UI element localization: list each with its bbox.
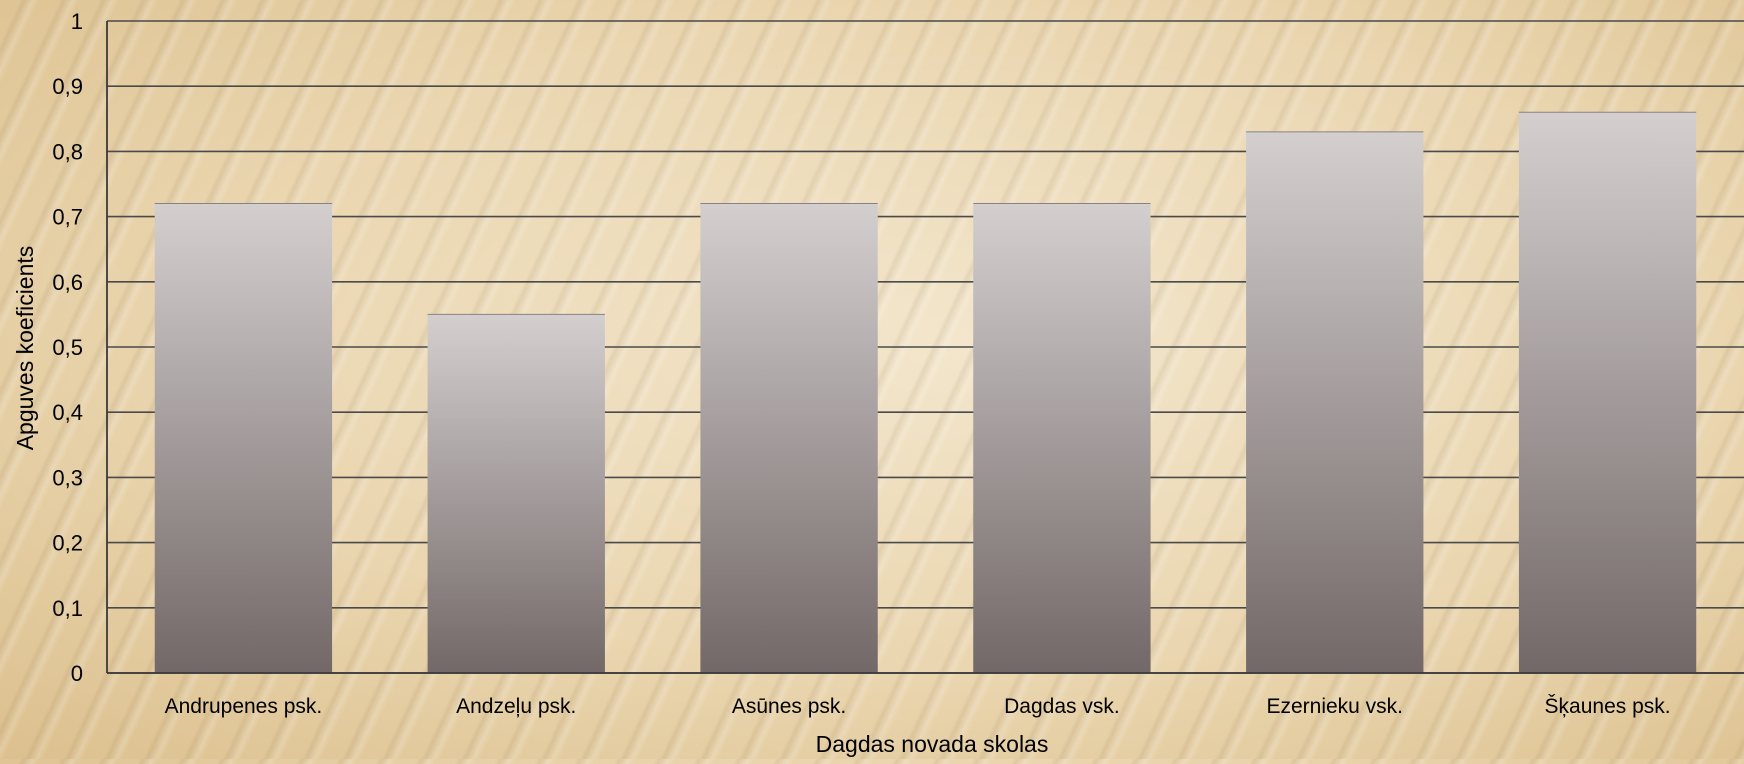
bar: [427, 314, 605, 673]
bars: [154, 111, 1697, 674]
y-axis-title: Apguves koeficients: [12, 246, 38, 451]
x-axis-title: Dagdas novada skolas: [816, 731, 1049, 757]
y-tick-label: 0,9: [52, 74, 83, 99]
y-tick-label: 0,6: [52, 270, 83, 295]
y-tick-labels: 0 0,1 0,2 0,3 0,4 0,5 0,6 0,7 0,8 0,9 1: [52, 9, 83, 686]
y-tick-label: 0,3: [52, 465, 83, 490]
y-tick-label: 0,8: [52, 139, 83, 164]
y-tick-label: 0,2: [52, 531, 83, 556]
x-tick-label: Asūnes psk.: [732, 695, 846, 718]
x-tick-labels: Andrupenes psk. Andzeļu psk. Asūnes psk. Da…: [165, 695, 1671, 718]
y-tick-label: 0,4: [52, 400, 83, 425]
y-tick-label: 0,1: [52, 596, 83, 621]
x-tick-label: Ezernieku vsk.: [1266, 695, 1403, 718]
x-tick-label: Andrupenes psk.: [165, 695, 323, 718]
axes: [106, 21, 1744, 674]
bar: [154, 203, 333, 673]
x-tick-label: Šķaunes psk.: [1545, 695, 1671, 718]
x-tick-label: Andzeļu psk.: [456, 695, 576, 718]
y-tick-label: 1: [71, 9, 83, 34]
y-tick-label: 0,7: [52, 205, 83, 230]
gridlines: [107, 20, 1744, 674]
bar: [1246, 131, 1424, 674]
bar: [973, 203, 1151, 673]
bar: [1518, 112, 1697, 673]
x-tick-label: Dagdas vsk.: [1004, 695, 1120, 718]
bar: [700, 203, 878, 673]
y-tick-label: 0,5: [52, 335, 83, 360]
y-tick-label: 0: [71, 661, 83, 686]
